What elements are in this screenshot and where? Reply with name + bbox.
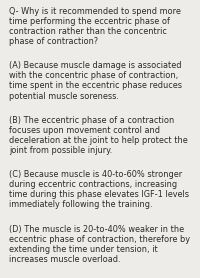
Text: Q- Why is it recommended to spend more time performing the eccentric phase of co: Q- Why is it recommended to spend more t… [9,7,181,46]
Text: (D) The muscle is 20-to-40% weaker in the eccentric phase of contraction, theref: (D) The muscle is 20-to-40% weaker in th… [9,225,190,264]
Text: (A) Because muscle damage is associated with the concentric phase of contraction: (A) Because muscle damage is associated … [9,61,182,101]
Text: (B) The eccentric phase of a contraction focuses upon movement control and decel: (B) The eccentric phase of a contraction… [9,116,188,155]
Text: (C) Because muscle is 40-to-60% stronger during eccentric contractions, increasi: (C) Because muscle is 40-to-60% stronger… [9,170,189,209]
